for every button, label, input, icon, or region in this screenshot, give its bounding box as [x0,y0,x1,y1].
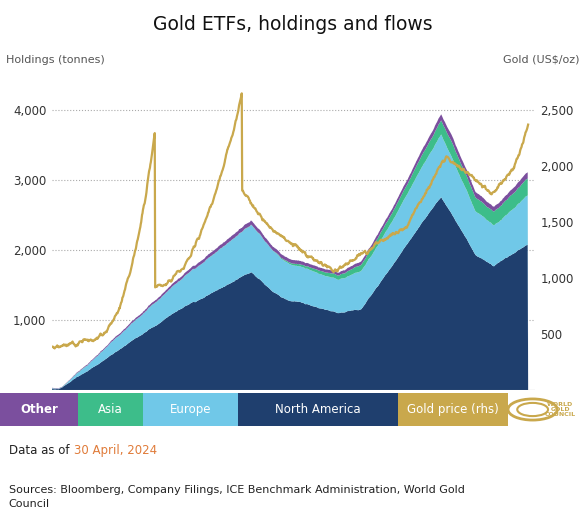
Text: Gold (US$/oz): Gold (US$/oz) [503,55,579,65]
FancyBboxPatch shape [78,393,143,426]
Text: Sources: Bloomberg, Company Filings, ICE Benchmark Administration, World Gold
Co: Sources: Bloomberg, Company Filings, ICE… [9,485,464,509]
Text: Other: Other [20,403,58,416]
FancyBboxPatch shape [398,393,508,426]
Text: Gold price (rhs): Gold price (rhs) [407,403,499,416]
Text: North America: North America [275,403,361,416]
Text: Tonnes: Tonnes [13,18,65,31]
Text: Holdings (tonnes): Holdings (tonnes) [6,55,105,65]
FancyBboxPatch shape [0,393,78,426]
Text: Gold ETFs, holdings and flows: Gold ETFs, holdings and flows [153,16,433,35]
FancyBboxPatch shape [143,393,238,426]
Text: Asia: Asia [98,403,123,416]
Text: WORLD: WORLD [547,402,573,407]
Text: COUNCIL: COUNCIL [545,412,576,417]
FancyBboxPatch shape [238,393,398,426]
Text: Data as of: Data as of [9,444,73,457]
Text: Weekly: Weekly [519,18,574,31]
Text: 30 April, 2024: 30 April, 2024 [74,444,157,457]
Text: Europe: Europe [170,403,211,416]
Text: GOLD: GOLD [550,407,570,412]
